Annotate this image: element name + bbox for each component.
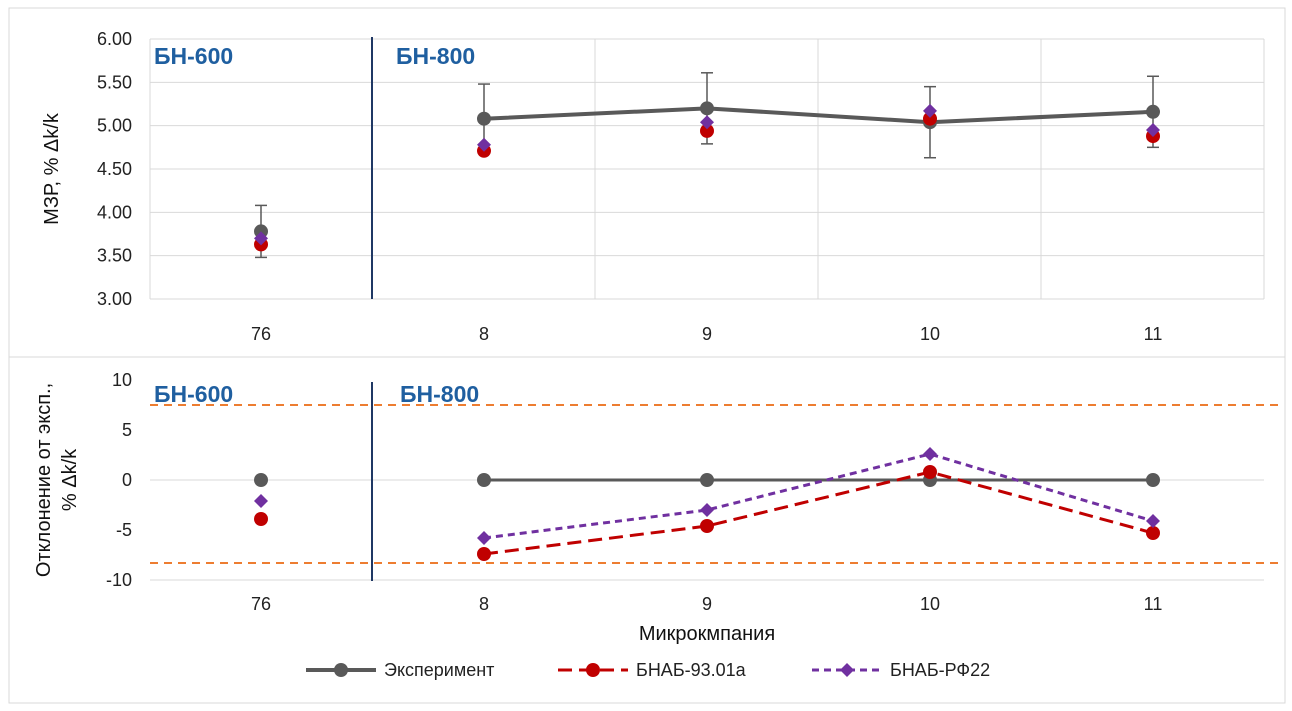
x-axis-title: Микрокмпания <box>639 623 775 645</box>
x-tick-label: 8 <box>479 324 489 344</box>
y-tick-label: 4.00 <box>97 202 132 222</box>
data-point-experiment <box>700 473 714 487</box>
series-experiment <box>254 72 1160 259</box>
series-bnab9301a <box>254 465 1160 561</box>
y-tick-label: 5 <box>122 420 132 440</box>
chart-border <box>8 7 1286 704</box>
y-tick-label: 4.50 <box>97 159 132 179</box>
series-bnabrf22 <box>254 447 1160 545</box>
x-tick-label: 11 <box>1144 324 1163 344</box>
data-point-bnab9301a <box>923 465 937 479</box>
region-label-bn800: БН-800 <box>396 43 475 69</box>
x-tick-label: 76 <box>251 594 271 614</box>
data-point-bnab9301a <box>477 547 491 561</box>
series-line-experiment <box>483 106 1154 125</box>
data-point-bnabrf22 <box>1146 514 1160 528</box>
series-line-bnab9301a <box>483 470 1154 556</box>
data-point-experiment <box>1146 473 1160 487</box>
x-tick-label: 9 <box>702 324 712 344</box>
legend-item-bnab9301a: БНАБ-93.01а <box>558 660 747 680</box>
legend-swatch-marker <box>334 663 348 677</box>
data-point-bnab9301a <box>700 519 714 533</box>
data-point-bnabrf22 <box>254 494 268 508</box>
y-tick-label: 6.00 <box>97 29 132 49</box>
data-point-experiment <box>1146 104 1160 119</box>
x-tick-label: 10 <box>920 324 940 344</box>
legend-label: Эксперимент <box>384 660 494 680</box>
data-point-bnabrf22 <box>1146 123 1160 137</box>
data-point-bnab9301a <box>254 512 268 526</box>
data-point-experiment <box>477 473 491 487</box>
y-tick-label: -5 <box>116 520 132 540</box>
x-tick-label: 11 <box>1144 594 1163 614</box>
data-point-bnabrf22 <box>254 231 268 246</box>
data-point-bnabrf22 <box>923 447 937 461</box>
data-point-bnab9301a <box>923 111 937 126</box>
legend-label: БНАБ-93.01а <box>636 660 747 680</box>
legend-swatch-marker <box>840 663 854 677</box>
data-point-bnabrf22 <box>700 115 714 130</box>
y-axis-title: МЗР, % Δk/k <box>41 112 63 225</box>
region-label-bn800: БН-800 <box>400 381 479 407</box>
data-point-experiment <box>700 101 714 116</box>
y-axis-title-line: % Δk/k <box>59 448 81 511</box>
data-point-bnab9301a <box>1146 526 1160 540</box>
data-point-bnab9301a <box>700 123 714 138</box>
series-bnabrf22 <box>254 103 1160 246</box>
data-point-bnabrf22 <box>477 137 491 152</box>
x-tick-label: 76 <box>251 324 271 344</box>
data-point-experiment <box>477 111 491 126</box>
data-point-experiment <box>254 473 268 487</box>
legend-label: БНАБ-РФ22 <box>890 660 990 680</box>
y-tick-label: 3.50 <box>97 246 132 266</box>
x-tick-label: 9 <box>702 594 712 614</box>
y-tick-label: 5.00 <box>97 116 132 136</box>
region-label-bn600: БН-600 <box>154 381 233 407</box>
y-tick-label: 0 <box>122 470 132 490</box>
series-line-bnabrf22 <box>483 452 1154 540</box>
data-point-bnabrf22 <box>923 103 937 118</box>
y-axis-title: Отклонение от эксп.,% Δk/k <box>33 383 81 577</box>
legend-swatch-marker <box>586 663 600 677</box>
top-panel: 3.00 3.50 4.00 4.50 5.00 5.50 6.00 76 8 9 10 11 БН-6… <box>41 29 1265 344</box>
legend: Эксперимент БНАБ-93.01а БНАБ-РФ22 <box>306 660 990 680</box>
bottom-panel: -10 -5 0 5 10 76 8 9 10 11 БН-600 БН-800 Отклонение … <box>33 370 1280 645</box>
data-point-bnabrf22 <box>700 503 714 517</box>
x-tick-label: 8 <box>479 594 489 614</box>
x-tick-label: 10 <box>920 594 940 614</box>
legend-item-bnabrf22: БНАБ-РФ22 <box>812 660 990 680</box>
y-tick-label: 10 <box>112 370 132 390</box>
y-axis-title-line: Отклонение от эксп., <box>33 383 55 577</box>
data-point-bnabrf22 <box>477 531 491 545</box>
legend-item-experiment: Эксперимент <box>306 660 494 680</box>
region-label-bn600: БН-600 <box>154 43 233 69</box>
y-tick-label: 5.50 <box>97 72 132 92</box>
y-tick-label: -10 <box>106 570 132 590</box>
y-tick-label: 3.00 <box>97 289 132 309</box>
